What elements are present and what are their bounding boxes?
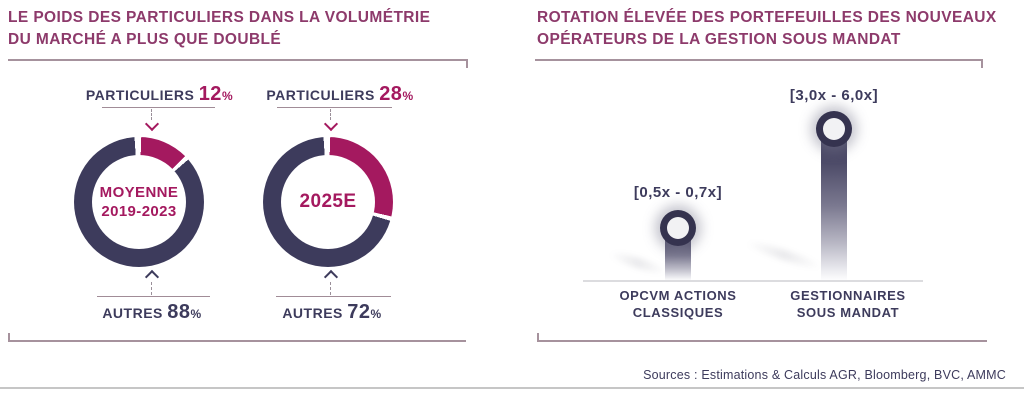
right-panel-top-rule xyxy=(535,59,983,68)
page-bottom-divider xyxy=(0,387,1024,389)
lollipop1-category-line1: OPCVM ACTIONS xyxy=(619,288,737,303)
donut1-top-callout: PARTICULIERS 12% xyxy=(52,83,267,106)
arrow-down-icon xyxy=(144,116,160,132)
donut2-bottom-pct-sign: % xyxy=(370,307,382,321)
lollipop1-category-line2: CLASSIQUES xyxy=(632,304,724,320)
lollipop2-category-label: GESTIONNAIRES SOUS MANDAT xyxy=(763,288,933,322)
donut1-center: MOYENNE 2019-2023 xyxy=(92,155,186,249)
lollipop2-category-line1: GESTIONNAIRES xyxy=(790,288,906,303)
donut2-center: 2025E xyxy=(281,155,375,249)
donut1-top-pct-sign: % xyxy=(221,89,234,103)
lollipop1-range-label: [0,5x - 0,7x] xyxy=(633,184,723,201)
donut2-bottom-callout-dash xyxy=(330,282,331,295)
donut2-bottom-value: 72 xyxy=(347,301,371,323)
lollipop2-range-label: [3,0x - 6,0x] xyxy=(789,87,879,104)
donut2-bottom-label: AUTRES xyxy=(282,305,343,321)
arrow-up-icon xyxy=(323,269,339,285)
donut2-center-line1: 2025E xyxy=(299,190,357,212)
arrow-down-icon xyxy=(323,116,339,132)
donut2-top-pct-sign: % xyxy=(402,89,414,103)
right-panel-title: ROTATION ÉLEVÉE DES PORTEFEUILLES DES NO… xyxy=(537,9,997,49)
donut1-center-line2: 2019-2023 xyxy=(101,203,177,220)
donut1-bottom-pct-sign: % xyxy=(190,307,202,321)
donut2-top-label: PARTICULIERS xyxy=(266,87,375,103)
lollipop2-marker-core xyxy=(823,118,845,140)
lollipop1-floor-shadow xyxy=(607,248,669,278)
left-panel-bottom-rule xyxy=(8,333,466,342)
lollipop-baseline xyxy=(583,280,923,282)
donut1-bottom-value: 88 xyxy=(167,301,191,323)
donut-chart-moyenne-2019-2023: MOYENNE 2019-2023 xyxy=(74,137,204,267)
donut2-bottom-callout: AUTRES 72% xyxy=(232,301,432,324)
sources-text: Sources : Estimations & Calculs AGR, Blo… xyxy=(643,368,1006,382)
lollipop1-marker-core xyxy=(667,217,689,239)
right-panel-bottom-rule xyxy=(537,333,987,342)
donut1-bottom-label: AUTRES xyxy=(102,305,163,321)
lollipop2-category-line2: SOUS MANDAT xyxy=(796,304,900,320)
lollipop2-marker xyxy=(816,111,852,147)
donut2-top-callout-dash xyxy=(330,109,331,120)
lollipop1-category-label: OPCVM ACTIONS CLASSIQUES xyxy=(593,288,763,322)
donut1-top-value: 12 xyxy=(198,83,222,105)
lollipop2-bar xyxy=(821,131,847,281)
donut1-top-callout-rule xyxy=(102,107,215,108)
donut-chart-2025e: 2025E xyxy=(263,137,393,267)
donut1-bottom-callout: AUTRES 88% xyxy=(52,301,252,324)
arrow-up-icon xyxy=(144,269,160,285)
donut1-bottom-callout-rule xyxy=(97,296,210,297)
lollipop1-marker xyxy=(660,210,696,246)
donut2-top-callout: PARTICULIERS 28% xyxy=(240,83,440,106)
donut1-center-line1: MOYENNE xyxy=(99,183,179,201)
lollipop2-floor-shadow xyxy=(744,237,824,273)
donut1-bottom-callout-dash xyxy=(151,282,152,295)
left-panel-top-rule xyxy=(8,59,468,68)
donut1-top-callout-dash xyxy=(151,109,152,120)
donut1-top-label: PARTICULIERS xyxy=(85,87,195,103)
left-panel-title: LE POIDS DES PARTICULIERS DANS LA VOLUMÉ… xyxy=(8,9,431,49)
donut2-top-value: 28 xyxy=(379,83,403,105)
donut2-bottom-callout-rule xyxy=(276,296,391,297)
donut2-top-callout-rule xyxy=(277,107,392,108)
